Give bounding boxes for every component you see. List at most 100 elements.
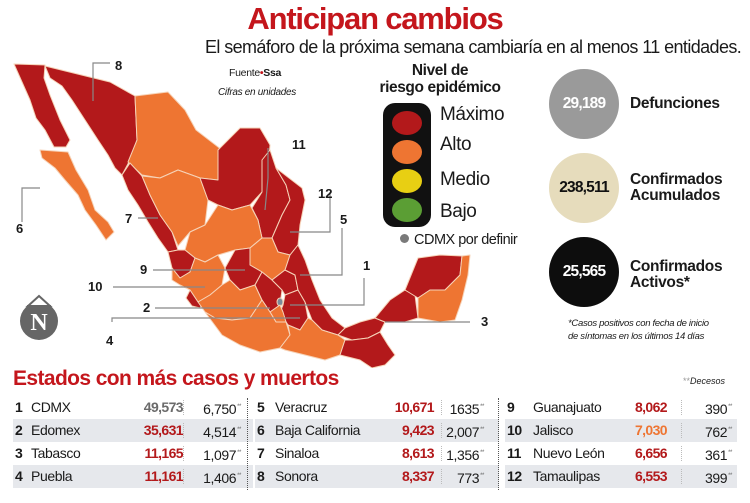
table-row: 8 Sonora 8,337 773** <box>255 465 499 488</box>
stat-activos-label-line2: Activos* <box>630 274 690 291</box>
state-chihuahua <box>127 91 223 181</box>
state-cases: 8,613 <box>401 445 435 461</box>
map-callout-10: 10 <box>88 279 103 294</box>
state-deaths-value: 2,007 <box>446 424 480 440</box>
traffic-light-icon <box>383 103 431 227</box>
source-note: Cifras en unidades <box>218 87 296 98</box>
state-deaths: 1635** <box>450 396 485 421</box>
state-deaths: 1,356** <box>446 442 484 467</box>
state-deaths-value: 773 <box>456 470 480 486</box>
map-callout-11: 11 <box>292 137 306 152</box>
cell-separator <box>183 423 184 438</box>
state-oaxaca <box>279 317 346 361</box>
legend-label-medio: Medio <box>440 169 490 190</box>
footnote-line1: *Casos positivos con fecha de inicio <box>568 318 709 329</box>
table-row: 2 Edomex 35,631 4,514** <box>13 419 253 442</box>
source-label: Fuente <box>229 67 260 79</box>
state-deaths-value: 762 <box>704 424 728 440</box>
state-cases: 49,573 <box>143 399 184 415</box>
state-deaths: 4,514** <box>203 419 241 444</box>
state-name: Baja California <box>275 422 361 438</box>
page-subtitle: El semáforo de la próxima semana cambiar… <box>205 37 742 57</box>
legend-title: Nivel de riesgo epidémico <box>360 62 520 96</box>
state-deaths: 762** <box>705 419 732 444</box>
gray-dot-icon <box>400 234 409 243</box>
state-deaths: 399** <box>705 465 732 490</box>
deaths-marker: ** <box>728 404 732 410</box>
state-name: Tamaulipas <box>533 468 600 484</box>
state-deaths: 361** <box>705 442 732 467</box>
deaths-marker: ** <box>728 427 732 433</box>
deaths-marker: ** <box>480 450 484 456</box>
deaths-marker: ** <box>237 450 241 456</box>
table-row: 10 Jalisco 7,030 762** <box>505 419 737 442</box>
stat-acumulados-circle: 238,511 <box>549 153 619 223</box>
stat-defunciones-circle: 29,189 <box>549 69 619 139</box>
state-rank: 6 <box>257 422 265 438</box>
table-row: 9 Guanajuato 8,062 390** <box>505 396 737 419</box>
deaths-marker: ** <box>480 473 484 479</box>
cell-separator <box>681 469 682 484</box>
cell-separator <box>183 446 184 461</box>
footnote-line2: de síntomas en los últimos 14 días <box>568 331 705 342</box>
light-maximo-icon <box>392 111 422 135</box>
table-column-1: 1 CDMX 49,573 6,750** 2 Edomex 35,631 4,514** 3 T… <box>13 396 253 488</box>
cell-separator <box>441 469 442 484</box>
state-baja-california-sur <box>39 149 115 241</box>
state-deaths-value: 361 <box>704 447 728 463</box>
cell-separator <box>441 446 442 461</box>
cell-separator <box>681 400 682 415</box>
state-rank: 8 <box>257 468 265 484</box>
svg-text:N: N <box>30 310 48 336</box>
legend-label-alto: Alto <box>440 134 472 155</box>
state-deaths-value: 390 <box>704 401 728 417</box>
state-chiapas <box>339 331 396 368</box>
deaths-marker: ** <box>480 427 484 433</box>
state-cases: 7,030 <box>634 422 668 438</box>
deaths-marker: ** <box>237 473 241 479</box>
map-callout-6: 6 <box>16 221 24 236</box>
state-name: Sinaloa <box>275 445 319 461</box>
deaths-marker: ** <box>480 404 484 410</box>
table-title: Estados con más casos y muertos <box>13 367 339 390</box>
state-deaths-value: 1,356 <box>446 447 480 463</box>
state-deaths: 2,007** <box>446 419 484 444</box>
table-row: 6 Baja California 9,423 2,007** <box>255 419 499 442</box>
cell-separator <box>681 423 682 438</box>
table-column-3: 9 Guanajuato 8,062 390** 10 Jalisco 7,030 762**… <box>505 396 737 488</box>
map-callout-5: 5 <box>340 212 348 227</box>
column-divider <box>498 398 499 490</box>
legend-title-line1: Nivel de <box>411 62 469 79</box>
state-name: Jalisco <box>533 422 573 438</box>
table-row: 7 Sinaloa 8,613 1,356** <box>255 442 499 465</box>
stat-activos-label-line1: Confirmados <box>630 258 723 275</box>
stat-activos-label: Confirmados Activos* <box>630 258 723 291</box>
table-row: 12 Tamaulipas 6,553 399** <box>505 465 737 488</box>
light-alto-icon <box>392 140 422 164</box>
state-campeche <box>374 289 419 323</box>
deaths-marker: ** <box>237 427 241 433</box>
deaths-marker: ** <box>728 473 732 479</box>
legend-label-bajo: Bajo <box>440 201 477 222</box>
map-callout-8: 8 <box>115 58 123 73</box>
cell-separator <box>681 446 682 461</box>
map-callout-3: 3 <box>481 314 489 329</box>
state-name: Guanajuato <box>533 399 602 415</box>
table-row: 11 Nuevo León 6,656 361** <box>505 442 737 465</box>
mexico-risk-map <box>13 62 471 368</box>
stat-activos-value: 25,565 <box>562 263 606 280</box>
state-deaths-value: 1,097 <box>203 447 237 463</box>
deaths-marker: ** <box>237 404 241 410</box>
state-deaths-value: 399 <box>704 470 728 486</box>
stat-defunciones-label: Defunciones <box>630 96 720 112</box>
map-callout-12: 12 <box>318 186 333 201</box>
table-row: 1 CDMX 49,573 6,750** <box>13 396 253 419</box>
light-bajo-icon <box>392 198 422 222</box>
state-baja-california <box>13 63 71 148</box>
table-column-2: 5 Veracruz 10,671 1635** 6 Baja California 9,4… <box>255 396 499 488</box>
stat-defunciones-label-line1: Defunciones <box>630 95 720 112</box>
state-rank: 10 <box>507 422 522 438</box>
state-cases: 6,553 <box>634 468 668 484</box>
state-name: Nuevo León <box>533 445 605 461</box>
cell-separator <box>441 400 442 415</box>
